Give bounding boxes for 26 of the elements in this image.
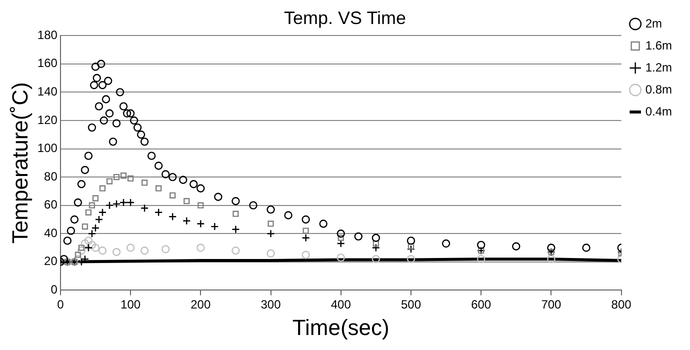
y-tick-label: 100	[37, 141, 58, 156]
x-tick-label: 100	[120, 298, 141, 312]
x-tick-label: 400	[330, 298, 352, 312]
x-tick-label: 600	[471, 298, 492, 312]
y-tick-label: 80	[44, 169, 58, 184]
y-tick-label: 60	[44, 198, 58, 212]
x-tick-label: 500	[400, 298, 422, 312]
x-tick-label: 700	[541, 298, 562, 312]
chart-title: Temp. VS Time	[284, 8, 406, 28]
y-axis-title: Temperature(˚C)	[7, 82, 32, 244]
legend-label: 1.2m	[645, 60, 672, 74]
y-tick-label: 0	[50, 282, 58, 297]
y-tick-label: 140	[37, 84, 58, 98]
x-axis-title: Time(sec)	[292, 314, 390, 340]
x-tick-label: 200	[190, 298, 211, 312]
legend-label: 0.8m	[645, 82, 672, 96]
x-tick-label: 800	[611, 298, 632, 312]
y-tick-label: 160	[37, 56, 58, 70]
x-tick-label: 300	[260, 298, 282, 312]
y-tick-label: 180	[37, 28, 58, 42]
y-tick-label: 120	[37, 112, 58, 127]
y-tick-label: 20	[44, 254, 58, 268]
legend-label: 1.6m	[645, 38, 672, 52]
legend-label: 0.4m	[645, 104, 672, 118]
y-tick-label: 40	[44, 226, 58, 240]
legend-label: 2m	[645, 16, 662, 30]
